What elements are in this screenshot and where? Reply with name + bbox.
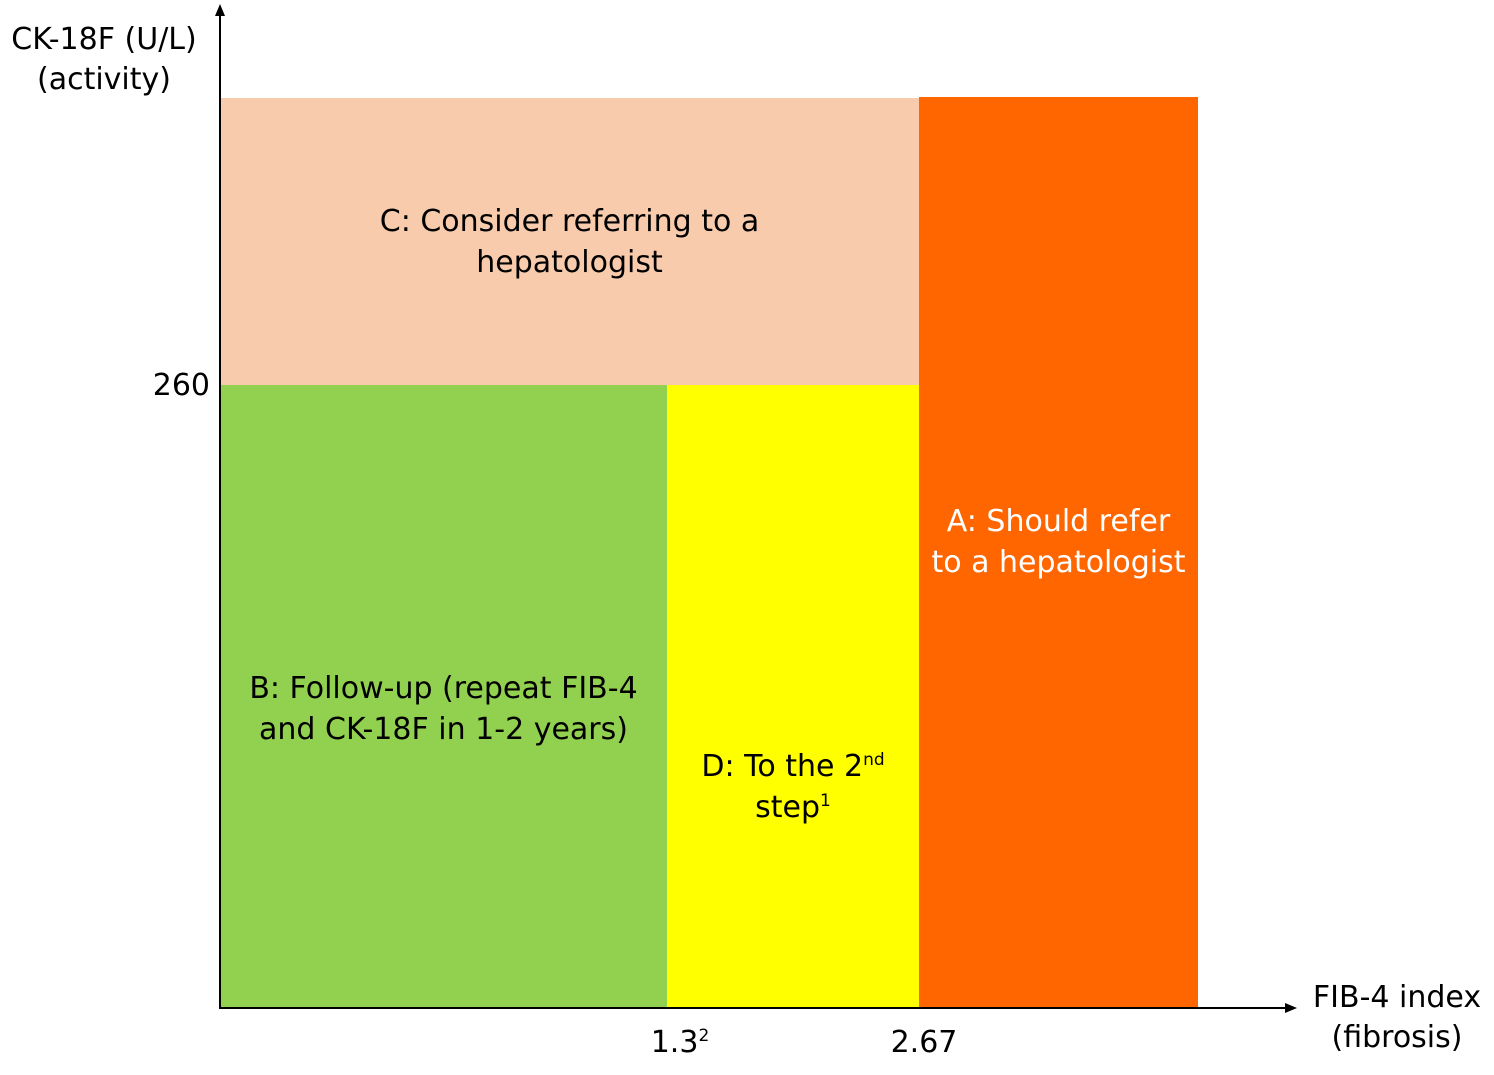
x-tick-1-3: 1.32 (650, 1025, 710, 1060)
region-d-label: D: To the 2nd step1 (701, 748, 885, 825)
region-d: D: To the 2nd step1 (667, 385, 919, 1008)
region-c-label: C: Consider referring to a hepatologist (379, 203, 760, 280)
region-b-label: B: Follow-up (repeat FIB-4 and CK-18F in… (249, 670, 638, 747)
region-a-label: A: Should refer to a hepatologist (931, 503, 1186, 580)
y-axis-title: CK-18F (U/L) (activity) (11, 22, 197, 97)
x-tick-2-67: 2.67 (890, 1025, 958, 1060)
y-tick-260: 260 (152, 368, 210, 403)
y-axis-arrowhead (215, 4, 225, 16)
x-axis-arrowhead (1285, 1003, 1297, 1013)
x-axis-title: FIB-4 index (fibrosis) (1312, 980, 1482, 1055)
region-c: C: Consider referring to a hepatologist (220, 98, 919, 385)
region-b: B: Follow-up (repeat FIB-4 and CK-18F in… (220, 385, 667, 1008)
region-a: A: Should refer to a hepatologist (919, 97, 1198, 1008)
